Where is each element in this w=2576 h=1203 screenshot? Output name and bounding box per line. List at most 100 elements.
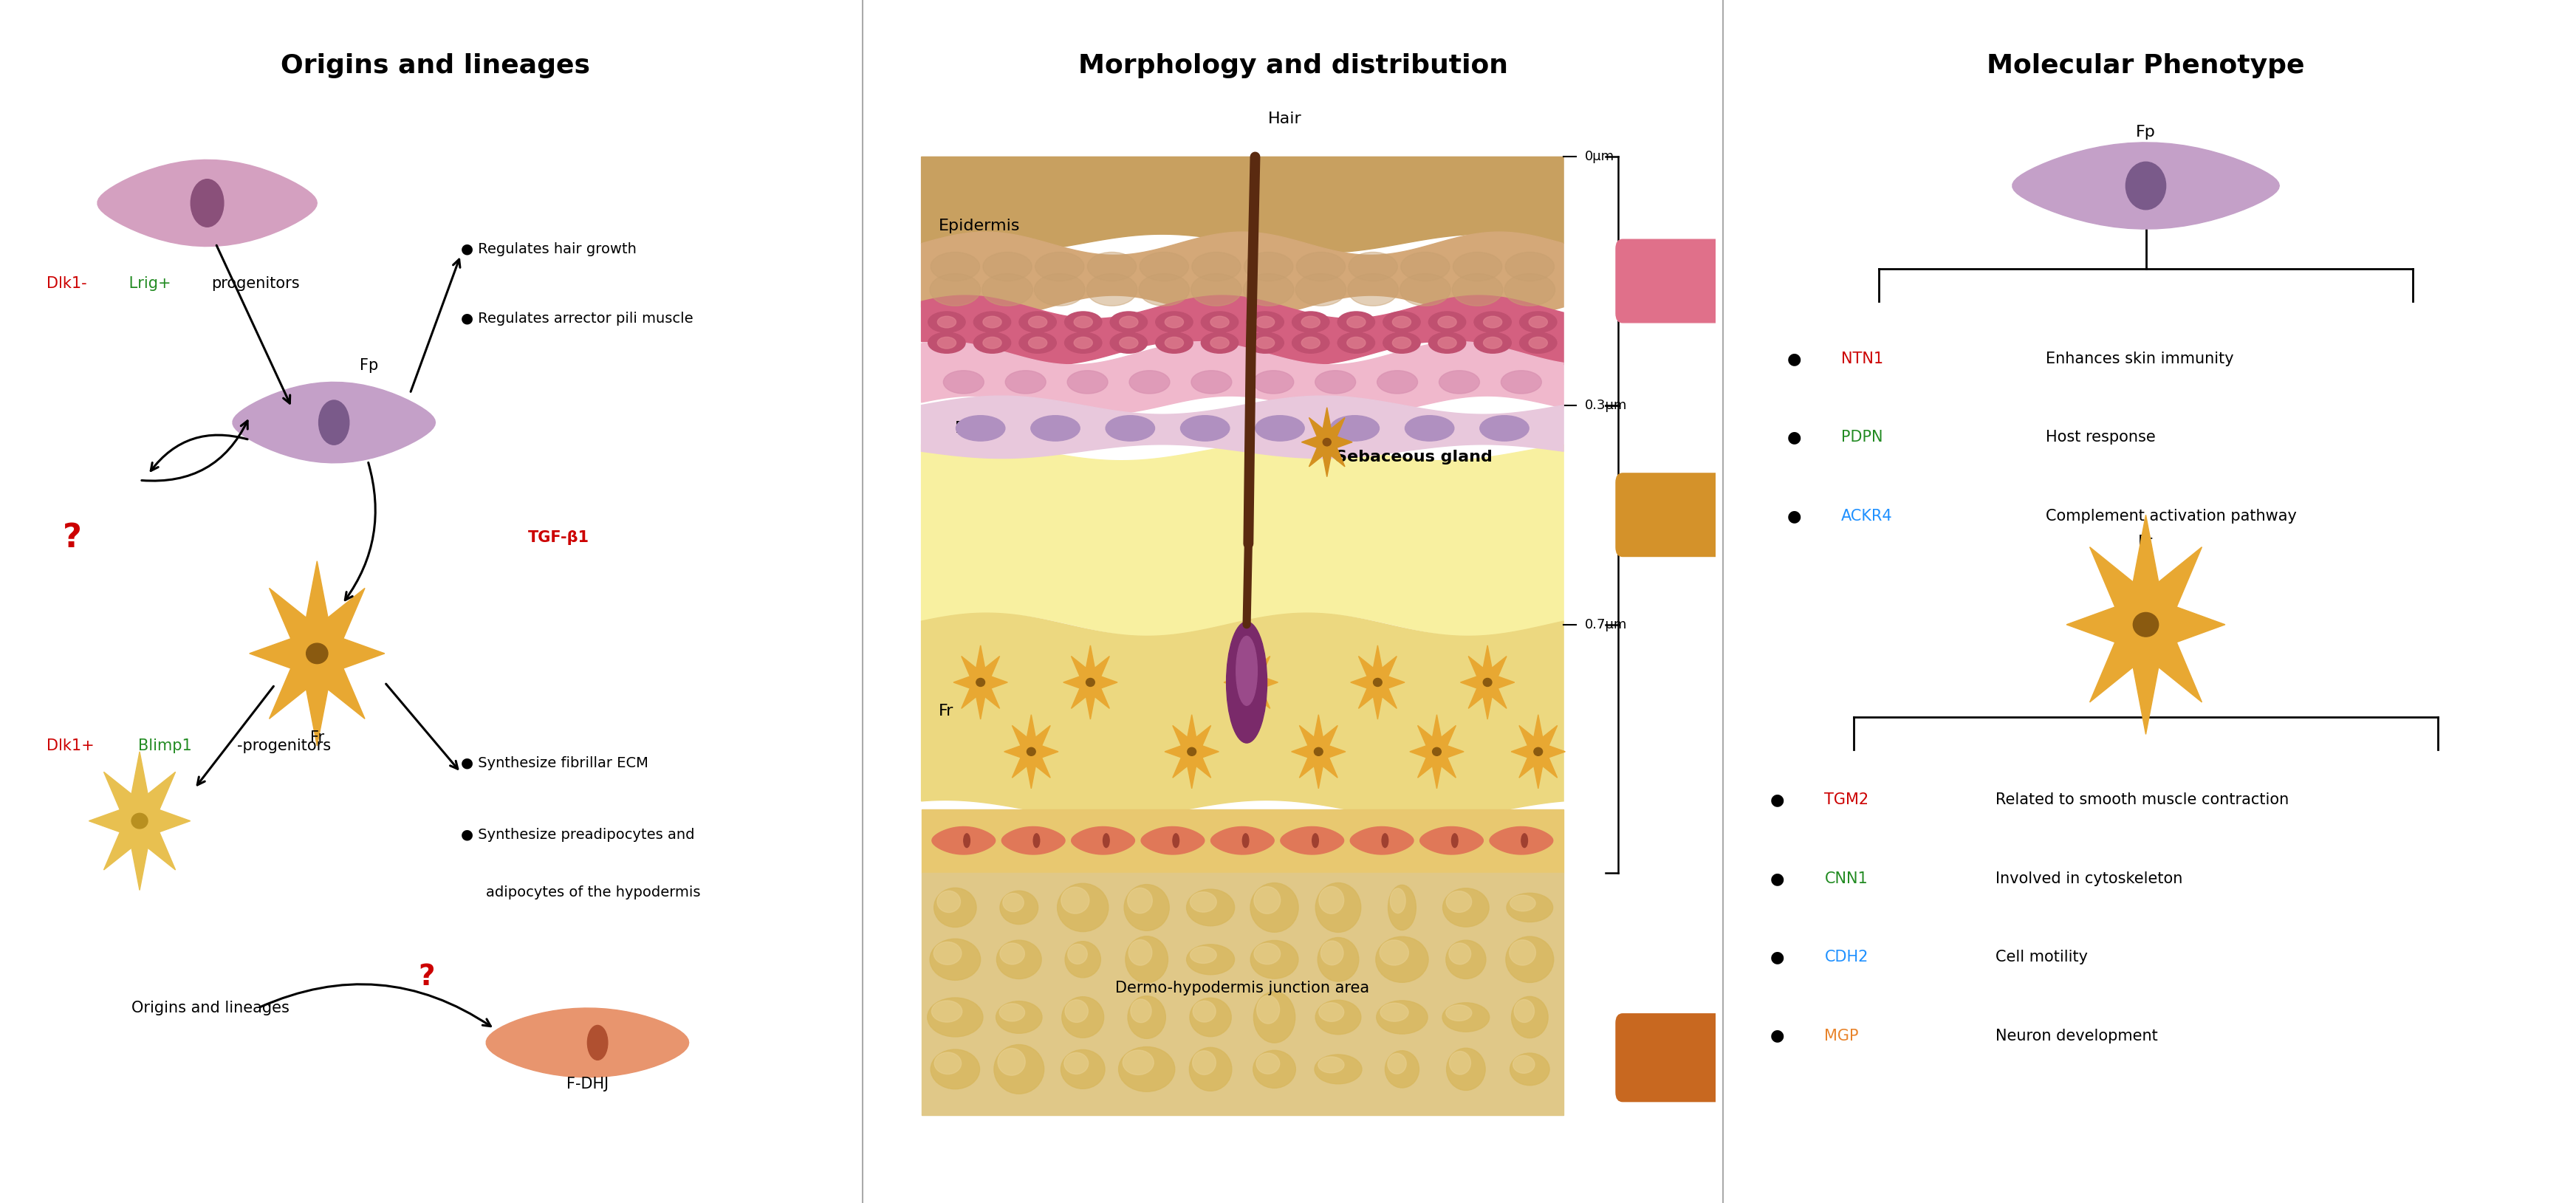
- Polygon shape: [2066, 515, 2226, 734]
- Polygon shape: [922, 296, 1564, 365]
- Ellipse shape: [1530, 316, 1548, 327]
- Ellipse shape: [1394, 316, 1412, 327]
- Text: F-DHJ: F-DHJ: [938, 836, 984, 852]
- Ellipse shape: [1319, 1056, 1345, 1073]
- Ellipse shape: [1378, 371, 1417, 393]
- Ellipse shape: [319, 401, 350, 445]
- Polygon shape: [250, 561, 384, 746]
- Polygon shape: [1002, 826, 1064, 854]
- Ellipse shape: [984, 316, 1002, 327]
- Text: MGP: MGP: [1824, 1029, 1860, 1043]
- Polygon shape: [922, 443, 1564, 636]
- Ellipse shape: [1164, 316, 1182, 327]
- Ellipse shape: [1247, 678, 1255, 687]
- Ellipse shape: [1293, 312, 1329, 332]
- Ellipse shape: [1381, 1003, 1409, 1021]
- Ellipse shape: [1103, 834, 1110, 847]
- Ellipse shape: [1172, 834, 1180, 847]
- Ellipse shape: [1319, 937, 1358, 982]
- Ellipse shape: [1188, 747, 1195, 755]
- Polygon shape: [1489, 826, 1553, 854]
- Ellipse shape: [1404, 415, 1453, 442]
- Ellipse shape: [1311, 834, 1319, 847]
- Ellipse shape: [1301, 337, 1319, 349]
- Ellipse shape: [1255, 991, 1296, 1043]
- Ellipse shape: [1157, 332, 1193, 354]
- Ellipse shape: [1445, 941, 1486, 979]
- Polygon shape: [922, 396, 1564, 458]
- Text: Fr: Fr: [309, 730, 325, 745]
- Polygon shape: [922, 873, 1564, 1115]
- Text: Fr: Fr: [2138, 535, 2154, 550]
- Ellipse shape: [1445, 891, 1471, 912]
- Text: TGF-β1: TGF-β1: [528, 531, 590, 545]
- Ellipse shape: [1139, 253, 1188, 282]
- Ellipse shape: [1005, 371, 1046, 393]
- Ellipse shape: [1252, 1050, 1296, 1088]
- Ellipse shape: [1399, 273, 1450, 306]
- Text: ●: ●: [1788, 351, 1801, 367]
- Ellipse shape: [930, 938, 981, 980]
- Polygon shape: [933, 826, 994, 854]
- Ellipse shape: [1448, 943, 1471, 965]
- FancyBboxPatch shape: [1615, 239, 1726, 322]
- Ellipse shape: [1190, 1048, 1231, 1091]
- Ellipse shape: [1437, 337, 1455, 349]
- Ellipse shape: [1347, 273, 1399, 306]
- Ellipse shape: [1121, 316, 1139, 327]
- Ellipse shape: [1211, 316, 1229, 327]
- Ellipse shape: [2133, 612, 2159, 636]
- Polygon shape: [922, 156, 1564, 253]
- Ellipse shape: [1074, 337, 1092, 349]
- Polygon shape: [922, 342, 1564, 414]
- Ellipse shape: [1020, 312, 1056, 332]
- Text: -progenitors: -progenitors: [237, 739, 330, 753]
- Ellipse shape: [1180, 415, 1229, 442]
- Polygon shape: [922, 232, 1564, 319]
- Text: ●: ●: [1770, 1029, 1785, 1043]
- Polygon shape: [1072, 826, 1133, 854]
- Ellipse shape: [1507, 936, 1553, 983]
- Ellipse shape: [1105, 415, 1154, 442]
- Ellipse shape: [984, 337, 1002, 349]
- Ellipse shape: [1316, 883, 1360, 932]
- Text: ●: ●: [1788, 431, 1801, 445]
- Ellipse shape: [930, 1049, 979, 1089]
- Polygon shape: [1141, 826, 1206, 854]
- Ellipse shape: [1028, 316, 1046, 327]
- Ellipse shape: [2125, 162, 2166, 209]
- Text: ● Synthesize fibrillar ECM: ● Synthesize fibrillar ECM: [461, 757, 649, 770]
- Text: adipocytes of the hypodermis: adipocytes of the hypodermis: [487, 885, 701, 900]
- Ellipse shape: [1445, 1005, 1471, 1021]
- Text: Fp: Fp: [956, 421, 976, 435]
- Ellipse shape: [1190, 947, 1216, 964]
- Ellipse shape: [1193, 1050, 1216, 1074]
- Ellipse shape: [963, 834, 971, 847]
- Ellipse shape: [974, 312, 1010, 332]
- Ellipse shape: [930, 273, 981, 306]
- Ellipse shape: [1391, 888, 1406, 913]
- Ellipse shape: [1510, 940, 1535, 965]
- Text: 0.7μm: 0.7μm: [1584, 618, 1628, 632]
- Text: Involved in cytoskeleton: Involved in cytoskeleton: [1996, 871, 2182, 887]
- Ellipse shape: [1512, 996, 1548, 1038]
- Ellipse shape: [1236, 636, 1257, 705]
- Ellipse shape: [927, 997, 984, 1037]
- Text: CDH2: CDH2: [1824, 950, 1868, 965]
- Polygon shape: [2012, 142, 2280, 229]
- Polygon shape: [1064, 645, 1118, 719]
- Ellipse shape: [1376, 937, 1427, 983]
- Ellipse shape: [1211, 337, 1229, 349]
- Ellipse shape: [933, 1001, 961, 1023]
- Ellipse shape: [1381, 834, 1388, 847]
- Ellipse shape: [1188, 889, 1234, 926]
- Ellipse shape: [1473, 312, 1512, 332]
- Ellipse shape: [1522, 834, 1528, 847]
- Polygon shape: [922, 614, 1564, 818]
- Ellipse shape: [956, 415, 1005, 442]
- Ellipse shape: [984, 253, 1033, 282]
- Ellipse shape: [1064, 942, 1100, 978]
- Ellipse shape: [1257, 1053, 1280, 1074]
- Ellipse shape: [1440, 371, 1479, 393]
- Text: PD: PD: [1659, 273, 1685, 289]
